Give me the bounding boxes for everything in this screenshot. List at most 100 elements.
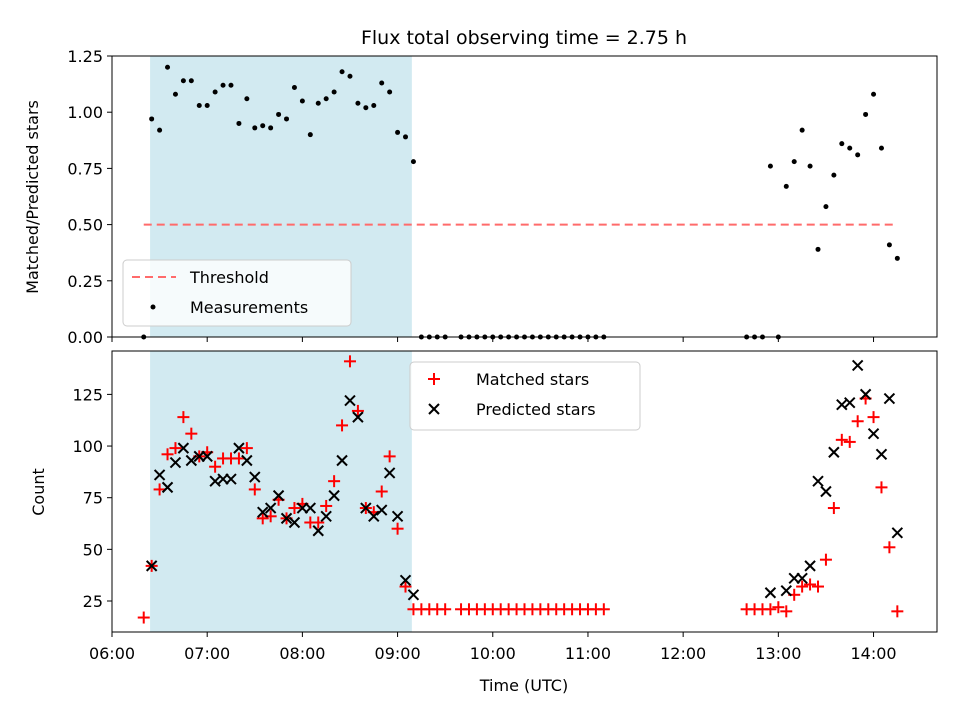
measurement-point — [387, 89, 393, 95]
x-tick-label: 11:00 — [565, 644, 611, 663]
predicted-star-marker — [320, 510, 332, 523]
measurement-point — [355, 100, 361, 106]
predicted-star-marker — [185, 454, 198, 467]
y-tick-label: 50 — [83, 540, 103, 559]
measurement-point — [196, 102, 202, 108]
matched-star-marker — [336, 419, 349, 432]
y-tick-label: 1.25 — [67, 47, 103, 66]
observing-window-shade — [150, 351, 412, 632]
measurement-point — [284, 116, 290, 122]
legend-predicted-label: Predicted stars — [476, 400, 596, 419]
predicted-star-marker — [867, 427, 880, 440]
predicted-star-marker — [352, 411, 364, 423]
bottom-y-axis-label: Count — [29, 468, 48, 516]
predicted-star-markers — [145, 359, 904, 601]
matched-star-marker — [804, 578, 817, 591]
matched-star-marker — [383, 450, 396, 463]
measurement-point — [244, 96, 250, 102]
count-panel: 25 50 75 100 125 06:00 07:00 08:00 09:00 10:00 11… — [29, 350, 938, 695]
measurement-point — [886, 242, 892, 248]
measurement-point — [228, 82, 234, 88]
measurement-point — [165, 64, 171, 70]
legend-matched-label: Matched stars — [476, 370, 589, 389]
measurement-point — [276, 111, 282, 117]
chart-title: Flux total observing time = 2.75 h — [361, 27, 687, 49]
predicted-star-marker — [241, 454, 253, 467]
predicted-star-marker — [891, 527, 904, 539]
x-axis-label: Time (UTC) — [479, 676, 568, 695]
x-tick-label: 13:00 — [755, 644, 801, 663]
matched-star-marker — [256, 512, 269, 525]
measurement-point — [149, 116, 155, 122]
measurement-point — [863, 111, 869, 117]
predicted-star-marker — [336, 454, 348, 467]
measurement-point — [220, 82, 226, 88]
measurement-point — [799, 127, 805, 133]
measurement-point — [894, 255, 900, 261]
matched-star-marker — [399, 580, 412, 593]
matched-star-marker — [796, 580, 809, 593]
measurement-point — [347, 73, 353, 79]
matched-star-marker — [169, 442, 182, 455]
matched-star-marker — [351, 404, 364, 417]
measurement-point — [180, 78, 186, 84]
measurement-point — [260, 123, 266, 129]
matched-star-marker — [827, 502, 840, 515]
matched-star-marker — [137, 611, 150, 624]
matched-star-marker — [772, 601, 785, 614]
matched-star-marker — [843, 435, 856, 448]
measurement-point — [307, 132, 313, 138]
predicted-star-marker — [391, 510, 404, 523]
predicted-star-marker — [233, 442, 245, 454]
matched-star-marker — [343, 355, 356, 368]
measurement-points — [141, 64, 900, 340]
measurement-point — [767, 163, 773, 169]
matched-star-markers — [137, 355, 904, 624]
measurement-point — [847, 145, 853, 151]
legend-predicted-swatch — [428, 403, 440, 415]
matched-star-marker — [891, 605, 904, 618]
predicted-star-marker — [780, 584, 792, 597]
matched-star-marker — [875, 481, 888, 494]
measurement-point — [855, 152, 861, 158]
top-axes-frame — [111, 55, 938, 338]
measurement-point — [839, 141, 845, 147]
predicted-star-marker — [383, 467, 396, 479]
bottom-y-ticks: 25 50 75 100 125 — [72, 385, 112, 611]
measurement-point — [157, 127, 163, 133]
measurement-point — [339, 69, 345, 75]
measurement-point — [878, 145, 884, 151]
x-tick-label: 14:00 — [850, 644, 896, 663]
y-tick-label: 125 — [72, 385, 103, 404]
predicted-star-marker — [257, 506, 269, 518]
x-tick-label: 07:00 — [184, 644, 230, 663]
measurement-point — [172, 91, 178, 97]
predicted-star-marker — [153, 469, 166, 481]
measurement-point — [831, 172, 837, 178]
legend-threshold-label: Threshold — [189, 268, 269, 287]
matched-star-marker — [812, 580, 825, 593]
predicted-star-marker — [272, 489, 285, 502]
legend-measurement-label: Measurements — [190, 298, 308, 317]
predicted-star-marker — [399, 574, 412, 587]
top-legend: Threshold Measurements — [122, 259, 352, 327]
measurement-point — [291, 84, 297, 90]
legend-matched-swatch — [428, 373, 440, 385]
predicted-star-marker — [201, 450, 213, 463]
bottom-axes-frame — [111, 350, 938, 633]
measurement-point — [204, 102, 210, 108]
measurement-point — [403, 134, 409, 140]
matched-star-marker — [375, 485, 388, 498]
predicted-star-marker — [145, 560, 158, 572]
y-tick-label: 25 — [83, 592, 103, 611]
measurement-point — [315, 100, 321, 106]
predicted-star-marker — [169, 456, 182, 469]
predicted-star-marker — [249, 471, 261, 483]
matched-star-marker — [867, 411, 880, 424]
measurement-point — [815, 246, 821, 252]
predicted-star-marker — [376, 504, 388, 516]
predicted-star-marker — [304, 502, 317, 514]
matched-star-marker — [851, 415, 864, 428]
measurement-point — [379, 80, 385, 86]
